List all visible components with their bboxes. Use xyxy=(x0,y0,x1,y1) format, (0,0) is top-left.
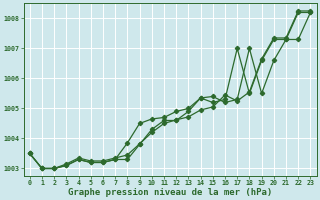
X-axis label: Graphe pression niveau de la mer (hPa): Graphe pression niveau de la mer (hPa) xyxy=(68,188,272,197)
